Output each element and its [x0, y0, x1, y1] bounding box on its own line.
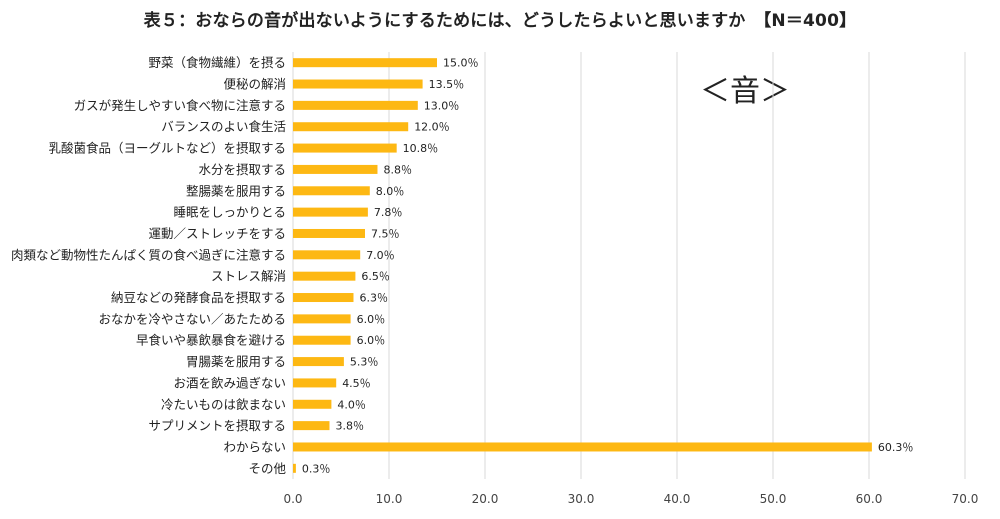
category-label: 睡眠をしっかりとる: [173, 205, 286, 220]
data-label: 6.0％: [357, 313, 386, 326]
bar: [293, 164, 378, 174]
x-tick-label: 0.0: [283, 492, 302, 506]
category-label: サプリメントを摂取する: [148, 418, 286, 433]
x-tick-label: 70.0: [952, 492, 979, 506]
category-label: ガスが発生しやすい食べ物に注意する: [74, 98, 286, 113]
data-label: 3.8％: [335, 420, 364, 433]
data-label: 13.5％: [429, 78, 465, 91]
chart-title: 表５：おならの音が出ないようにするためには、どうしたらよいと思いますか 【N＝4…: [143, 11, 857, 31]
x-tick-label: 30.0: [568, 492, 595, 506]
bar: [293, 378, 337, 388]
data-label: 7.8％: [374, 206, 403, 219]
bar: [293, 186, 370, 196]
category-label: 整腸薬を服用する: [186, 183, 286, 198]
bar: [293, 335, 351, 345]
data-label: 0.3％: [302, 462, 331, 475]
bar: [293, 314, 351, 324]
category-label: 乳酸菌食品（ヨーグルトなど）を摂取する: [48, 141, 286, 156]
bar: [293, 79, 423, 89]
bar: [293, 58, 437, 68]
data-label: 6.3％: [359, 292, 388, 305]
category-label: 納豆などの発酵食品を摂取する: [111, 290, 286, 305]
category-label: 冷たいものは飲まない: [161, 397, 286, 412]
data-label: 12.0％: [414, 121, 450, 134]
x-tick-label: 20.0: [472, 492, 499, 506]
bar: [293, 399, 332, 409]
data-label: 6.0％: [357, 334, 386, 347]
category-label: 早食いや暴飲暴食を避ける: [136, 333, 286, 348]
data-label: 8.0％: [376, 185, 405, 198]
category-label: ストレス解消: [211, 269, 286, 284]
data-label: 8.8％: [383, 163, 412, 176]
data-label: 6.5％: [361, 270, 390, 283]
bar: [293, 293, 354, 303]
category-label: 運動／ストレッチをする: [148, 226, 286, 241]
category-label: 便秘の解消: [223, 77, 286, 92]
x-tick-label: 50.0: [760, 492, 787, 506]
data-label: 15.0％: [443, 57, 479, 70]
category-label: 野菜（食物繊維）を摂る: [148, 55, 286, 70]
bar: [293, 271, 356, 281]
bar: [293, 463, 296, 473]
bar: [293, 421, 330, 431]
bar: [293, 442, 872, 452]
data-label: 4.5％: [342, 377, 371, 390]
bar: [293, 100, 418, 110]
category-label: お酒を飲み過ぎない: [173, 375, 286, 390]
category-label: おなかを冷やさない／あたためる: [98, 311, 286, 326]
data-label: 13.0％: [424, 99, 460, 112]
category-label: 肉類など動物性たんぱく質の食べ過ぎに注意する: [11, 247, 286, 262]
data-label: 5.3％: [350, 356, 379, 369]
bar: [293, 250, 361, 260]
category-label: 胃腸薬を服用する: [186, 354, 286, 369]
bar: [293, 228, 365, 238]
category-label: わからない: [223, 439, 286, 454]
bar: [293, 143, 397, 153]
x-tick-label: 40.0: [664, 492, 691, 506]
data-label: 7.0％: [366, 249, 395, 262]
bar: [293, 357, 344, 367]
chart-annotation: ＜音＞: [700, 74, 790, 109]
data-label: 4.0％: [337, 398, 366, 411]
x-tick-label: 10.0: [376, 492, 403, 506]
x-tick-label: 60.0: [856, 492, 883, 506]
data-label: 60.3％: [878, 441, 914, 454]
category-label: 水分を摂取する: [198, 162, 286, 177]
data-label: 10.8％: [403, 142, 439, 155]
data-label: 7.5％: [371, 227, 400, 240]
category-label: その他: [248, 461, 286, 476]
category-label: バランスのよい食生活: [161, 119, 286, 134]
bar: [293, 207, 368, 217]
bar: [293, 122, 409, 132]
